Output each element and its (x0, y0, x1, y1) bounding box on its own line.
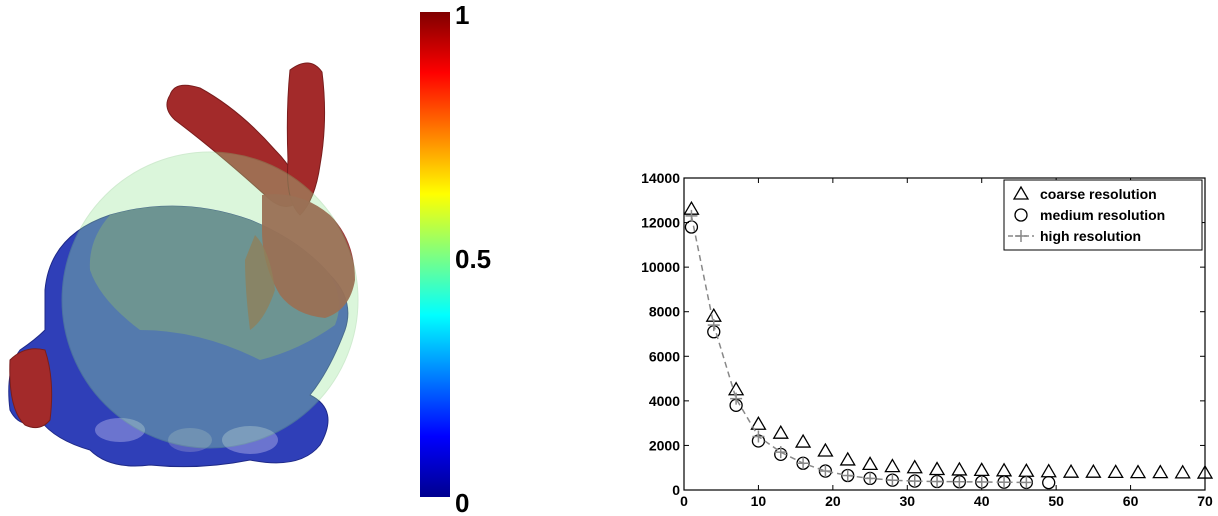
triangle-data-point (839, 451, 856, 466)
circle-data-point (1042, 475, 1056, 490)
plus-dashed-line-data-point (685, 209, 698, 222)
plus-dashed-line-data-point (730, 392, 743, 405)
triangle-data-point (750, 415, 767, 430)
y-tick-label: 6000 (649, 348, 680, 364)
bunny-foot-left (95, 418, 145, 442)
plus-dashed-line-data-point (886, 474, 899, 487)
triangle-data-point (861, 456, 879, 471)
plot-series (683, 200, 1214, 490)
plus-dashed-line-data-point (797, 457, 810, 470)
colorbar: 1 0.5 0 (420, 0, 491, 516)
triangle-data-point (995, 462, 1013, 477)
legend-box (1003, 179, 1203, 251)
legend-marker (1012, 185, 1030, 200)
triangle-data-point (1085, 463, 1102, 478)
bunny-mesh-render (8, 62, 359, 468)
plus-dashed-line-data-point (1020, 476, 1033, 489)
plus-dashed-line-data-point (953, 475, 966, 488)
plus-dashed-line-data-point (975, 475, 988, 488)
x-tick-label: 30 (899, 493, 915, 509)
triangle-data-point (1129, 464, 1147, 479)
y-tick-label: 12000 (641, 215, 680, 231)
triangle-data-point (817, 442, 834, 457)
y-tick-label: 14000 (641, 170, 680, 186)
plus-dashed-line-data-point (841, 469, 854, 482)
legend-marker (1014, 208, 1028, 222)
x-tick-label: 20 (825, 493, 841, 509)
triangle-data-point (951, 461, 968, 476)
triangle-data-point (928, 461, 946, 476)
x-tick-label: 70 (1197, 493, 1213, 509)
plus-dashed-line-data-point (998, 476, 1011, 489)
triangle-data-point (973, 462, 990, 477)
bounding-sphere (61, 151, 359, 449)
plot-frame (683, 177, 1206, 491)
y-tick-label: 8000 (649, 304, 680, 320)
y-tick-label: 2000 (649, 437, 680, 453)
y-tick-label: 10000 (641, 259, 680, 275)
colorbar-tick-max: 1 (455, 0, 469, 30)
plot-legend: coarse resolution medium resolution high r… (1003, 179, 1203, 251)
bunny-foot-center (168, 428, 212, 452)
bunny-cheek (245, 235, 275, 330)
plus-dashed-line-data-point (774, 446, 787, 459)
y-tick-label: 4000 (649, 393, 680, 409)
x-tick-label: 10 (751, 493, 767, 509)
triangle-data-point (1018, 462, 1035, 477)
legend-label: high resolution (1040, 228, 1141, 244)
triangle-data-point (906, 459, 923, 474)
colorbar-tick-min: 0 (455, 488, 469, 516)
bunny-tail (9, 348, 53, 429)
bunny-foot-right (222, 426, 278, 454)
triangle-data-point (1107, 464, 1124, 479)
plus-dashed-line-data-point (931, 475, 944, 488)
plot-axes: 0 10 20 30 40 50 60 70 0 2000 4000 6000 8000 10000 120… (641, 170, 1213, 509)
x-tick-label: 60 (1123, 493, 1139, 509)
triangle-data-point (1174, 464, 1191, 479)
triangle-data-point (794, 433, 812, 448)
legend-label: medium resolution (1040, 207, 1165, 223)
triangle-data-point (1062, 463, 1080, 478)
x-tick-label: 50 (1048, 493, 1064, 509)
y-tick-label: 0 (672, 482, 680, 498)
colorbar-gradient (420, 12, 450, 497)
triangle-data-point (1040, 463, 1057, 478)
triangle-data-point (772, 424, 789, 439)
plus-dashed-line-data-point (707, 319, 720, 332)
plus-dashed-line-data-point (908, 475, 921, 488)
bunny-head (262, 194, 355, 318)
convergence-plot: 0 10 20 30 40 50 60 70 0 2000 4000 6000 8000 10000 120… (641, 170, 1214, 509)
bunny-ear-right (286, 62, 326, 216)
triangle-data-point (1196, 464, 1214, 479)
plus-dashed-line-data-point (819, 465, 832, 478)
triangle-data-point (884, 458, 901, 473)
circle-data-point (684, 220, 699, 234)
legend-label: coarse resolution (1040, 186, 1157, 202)
high-resolution-line (690, 215, 1027, 484)
legend-marker (1015, 230, 1027, 242)
x-tick-label: 40 (974, 493, 990, 509)
plus-dashed-line-data-point (752, 430, 765, 443)
plus-dashed-line-data-point (864, 472, 877, 485)
triangle-data-point (1152, 464, 1169, 479)
x-tick-label: 0 (680, 493, 688, 509)
colorbar-tick-mid: 0.5 (455, 244, 491, 274)
